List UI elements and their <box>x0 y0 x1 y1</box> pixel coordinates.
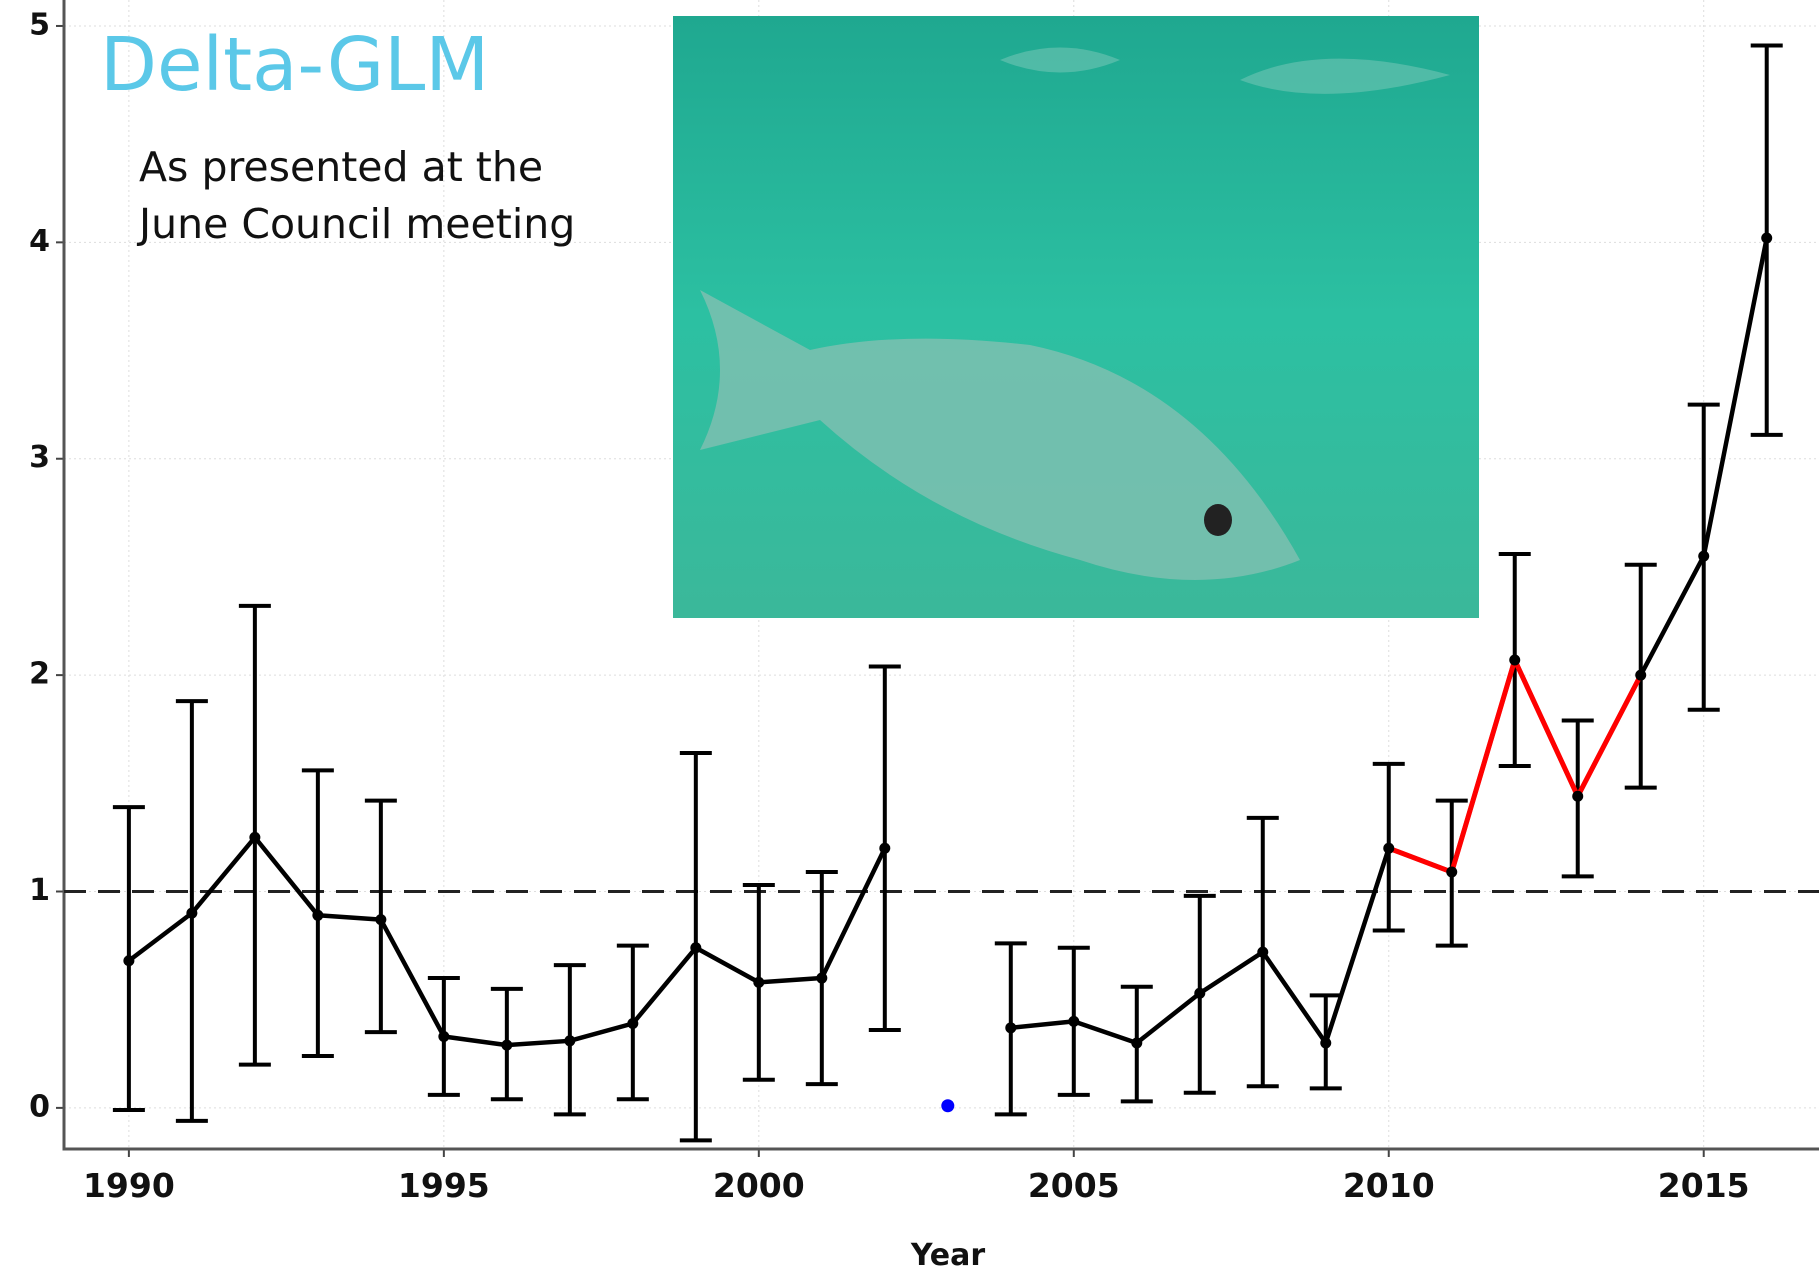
highlight-segment <box>1449 657 1518 875</box>
data-point <box>1194 987 1206 999</box>
highlight-segment <box>1386 845 1455 875</box>
data-point <box>1005 1022 1017 1034</box>
photo <box>673 16 1479 618</box>
x-tick-label: 2015 <box>1658 1166 1750 1205</box>
subtitle: June Council meeting <box>136 200 575 248</box>
data-point <box>627 1017 639 1029</box>
x-tick-label: 1995 <box>398 1166 490 1205</box>
y-tick-label: 5 <box>29 7 50 42</box>
data-point <box>1761 232 1773 244</box>
highlight-segment <box>1575 672 1644 799</box>
data-point <box>1635 669 1647 681</box>
data-point <box>1698 550 1710 562</box>
x-tick-label: 2000 <box>713 1166 805 1205</box>
data-point <box>1446 866 1458 878</box>
y-tick-label: 4 <box>29 224 50 259</box>
data-point <box>312 909 324 921</box>
data-point <box>1257 946 1269 958</box>
fish-eye <box>1204 504 1232 536</box>
data-point <box>249 831 261 843</box>
fish-bg <box>1240 58 1450 94</box>
data-point <box>753 976 765 988</box>
x-axis-label: Year <box>910 1238 986 1273</box>
x-tick-label: 1990 <box>83 1166 175 1205</box>
y-tick-label: 1 <box>29 873 50 908</box>
data-point <box>438 1030 450 1042</box>
data-point <box>375 914 387 926</box>
plot-layer: 0 1 2 3 4 5 1990 1995 2000 2005 2010 2015 <box>29 0 1819 1205</box>
x-tick-label: 2005 <box>1028 1166 1120 1205</box>
extra-point <box>941 1099 955 1113</box>
data-point <box>501 1039 513 1051</box>
chart-title: Delta-GLM <box>100 22 489 108</box>
data-point <box>1383 842 1395 854</box>
subtitle: As presented at the <box>139 143 543 191</box>
data-point <box>1320 1037 1332 1049</box>
y-tick-label: 0 <box>29 1089 50 1124</box>
highlight-segment <box>1512 657 1581 799</box>
data-point <box>1068 1015 1080 1027</box>
y-tick-label: 2 <box>29 657 50 692</box>
axis-frame <box>62 0 1819 1151</box>
fish-bg <box>1000 47 1120 73</box>
data-point <box>879 842 891 854</box>
data-point <box>690 942 702 954</box>
data-point <box>123 955 135 967</box>
data-point <box>186 907 198 919</box>
y-tick-label: 3 <box>29 440 50 475</box>
data-point <box>1509 654 1521 666</box>
data-point <box>1131 1037 1143 1049</box>
data-point <box>816 972 828 984</box>
data-point <box>1572 790 1584 802</box>
x-tick-label: 2010 <box>1343 1166 1435 1205</box>
data-point <box>564 1035 576 1047</box>
fish <box>700 290 1300 580</box>
